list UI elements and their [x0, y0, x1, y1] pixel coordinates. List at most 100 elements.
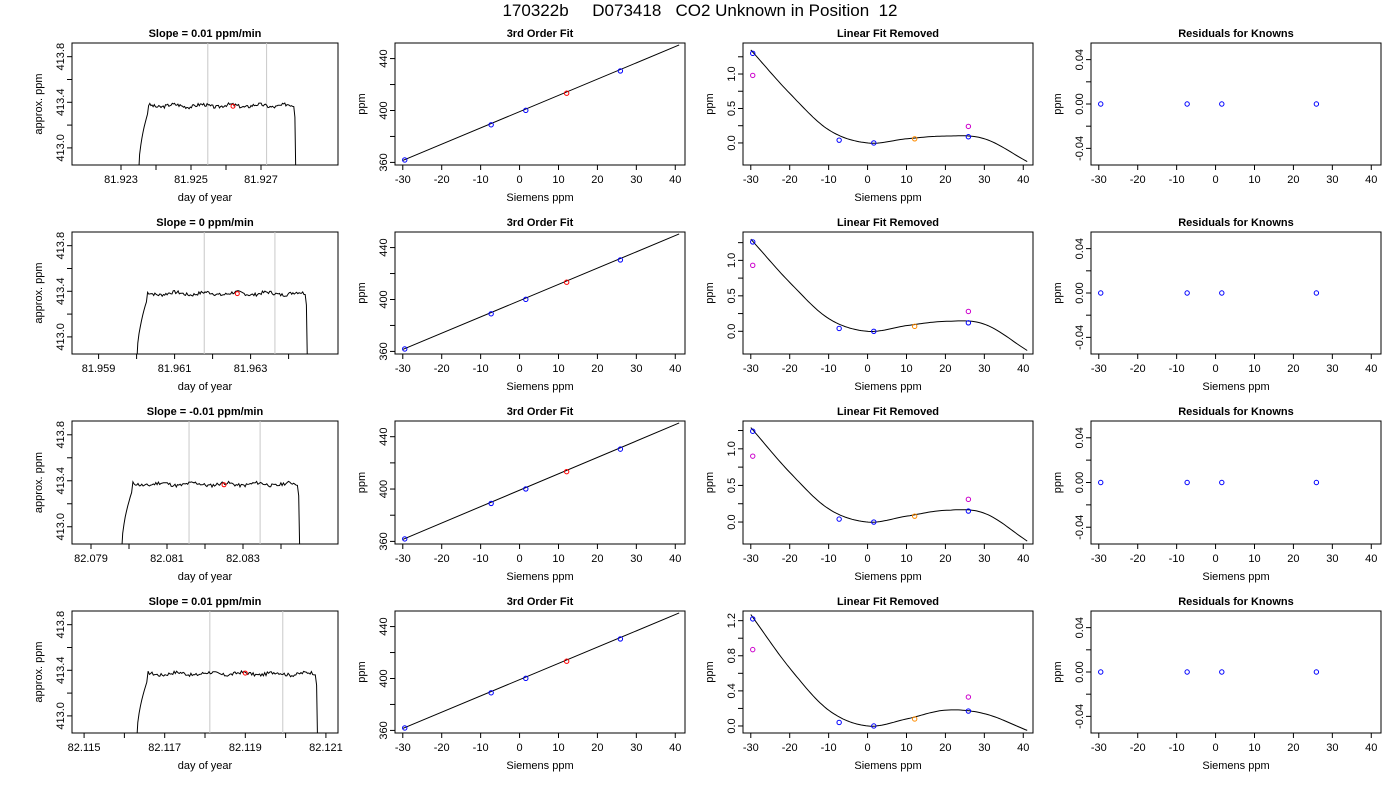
y-tick-label: 413.4 [55, 657, 67, 685]
x-tick-label: 40 [669, 174, 681, 186]
y-tick-label: 0.0 [726, 135, 738, 150]
x-tick-label: 30 [978, 363, 990, 375]
y-tick-label: 0.4 [726, 683, 738, 698]
panel-title: Residuals for Knowns [1178, 596, 1294, 608]
x-tick-label: -20 [782, 742, 798, 754]
raw-point [965, 694, 972, 700]
x-tick-label: -30 [395, 742, 411, 754]
known-point [617, 68, 624, 74]
x-axis-label: Siemens ppm [506, 571, 573, 583]
y-tick-label: 0.5 [726, 101, 738, 116]
known-point [1098, 101, 1104, 107]
x-tick-label: 81.927 [244, 174, 278, 186]
y-axis-label: ppm [356, 661, 368, 682]
x-tick-label: 82.117 [148, 742, 181, 754]
plot-area [1098, 290, 1320, 296]
y-tick-label: 0.0 [726, 324, 738, 339]
plot-area [402, 612, 680, 731]
x-tick-label: 20 [1287, 174, 1299, 186]
x-axis-label: day of year [178, 571, 233, 583]
x-tick-label: 40 [1017, 742, 1029, 754]
known-point [750, 616, 756, 622]
y-axis-label: ppm [1052, 93, 1064, 114]
y-tick-label: 440 [378, 428, 390, 446]
sample-marker [234, 291, 240, 297]
raw-point [750, 453, 756, 459]
y-tick-label: 0.5 [726, 288, 738, 303]
y-axis-label: ppm [704, 282, 716, 303]
y-tick-label: 1.2 [726, 613, 738, 628]
plot-frame [71, 231, 339, 355]
x-tick-label: 10 [900, 174, 912, 186]
x-tick-label: 0 [1213, 742, 1219, 754]
x-tick-label: 82.119 [229, 742, 262, 754]
known-point [1184, 669, 1190, 675]
known-point [836, 325, 842, 332]
y-tick-label: 0.0 [726, 514, 738, 529]
x-axis-label: Siemens ppm [506, 381, 573, 393]
x-tick-label: -20 [434, 553, 450, 565]
known-point [617, 446, 624, 452]
x-tick-label: -20 [782, 174, 798, 186]
panel-title: Slope = -0.01 ppm/min [147, 406, 264, 418]
known-point [1219, 290, 1225, 296]
x-tick-label: 0 [865, 742, 871, 754]
x-tick-label: 30 [630, 363, 642, 375]
x-tick-label: -30 [743, 174, 759, 186]
x-tick-label: 30 [1326, 553, 1338, 565]
x-tick-label: -20 [1130, 742, 1146, 754]
y-tick-label: 413.8 [55, 43, 67, 71]
y-tick-label: 0.00 [1074, 282, 1086, 303]
concentration-trace [136, 289, 308, 354]
x-tick-label: 10 [1248, 742, 1260, 754]
x-axis-label: Siemens ppm [1202, 381, 1269, 393]
x-tick-label: 82.079 [74, 553, 108, 565]
plot-frame [71, 42, 339, 166]
known-point [1098, 290, 1104, 296]
x-tick-label: 30 [978, 174, 990, 186]
y-tick-label: 360 [378, 532, 390, 550]
panel-title: Linear Fit Removed [837, 217, 939, 229]
x-tick-label: 81.959 [82, 363, 116, 375]
y-tick-label: 400 [378, 480, 390, 498]
known-point [402, 346, 408, 352]
plot-area [1098, 669, 1320, 675]
sample-marker [221, 482, 227, 488]
raw-point [965, 308, 972, 315]
concentration-trace [136, 669, 318, 733]
plot-frame [71, 610, 339, 734]
plot-frame [394, 420, 686, 545]
x-tick-label: -30 [395, 553, 411, 565]
panel-title: Linear Fit Removed [837, 28, 939, 40]
x-tick-label: 40 [669, 363, 681, 375]
x-tick-label: -30 [743, 742, 759, 754]
x-axis-label: Siemens ppm [854, 760, 921, 772]
fit-line [402, 233, 680, 350]
plot-area [402, 44, 680, 163]
known-point [1098, 669, 1104, 675]
y-axis-label: ppm [356, 93, 368, 114]
x-axis-label: day of year [178, 381, 233, 393]
known-point [402, 725, 408, 731]
y-tick-label: 0.04 [1074, 238, 1086, 259]
y-tick-label: 0.5 [726, 478, 738, 493]
fit-curve [750, 427, 1028, 542]
x-tick-label: 10 [552, 742, 564, 754]
x-tick-label: -10 [1169, 363, 1185, 375]
x-tick-label: 40 [1365, 742, 1377, 754]
y-tick-label: -0.04 [1074, 704, 1086, 729]
sample-point [911, 716, 918, 722]
x-tick-label: -10 [1169, 174, 1185, 186]
x-tick-label: 20 [939, 553, 951, 565]
x-tick-label: 40 [1017, 363, 1029, 375]
x-tick-label: 81.961 [158, 363, 192, 375]
